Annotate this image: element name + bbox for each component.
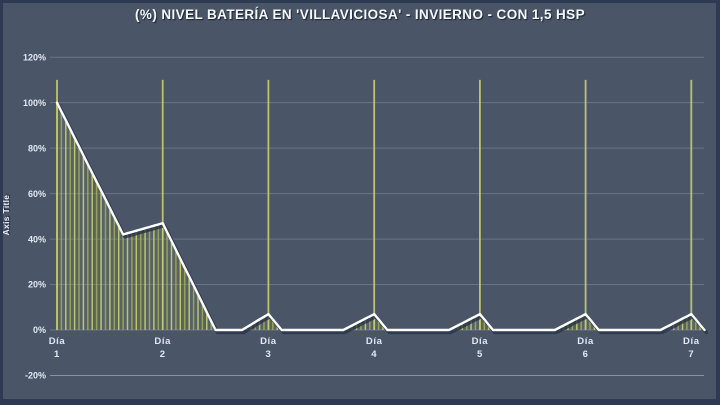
x-tick-label-dia: Día <box>683 336 700 347</box>
x-tick-label-dia: Día <box>260 336 277 347</box>
x-tick-label-number: 6 <box>583 349 589 360</box>
y-tick-label: 120% <box>23 52 46 62</box>
x-tick-label-number: 1 <box>54 349 60 360</box>
y-tick-label: 0% <box>33 325 46 335</box>
battery-line <box>55 101 706 332</box>
x-tick-label-dia: Día <box>472 336 489 347</box>
y-tick-label: -20% <box>25 371 46 381</box>
x-tick-label-dia: Día <box>49 336 66 347</box>
x-tick-label-dia: Día <box>366 336 383 347</box>
y-axis-title: Axis Title <box>1 194 11 236</box>
chart-title: (%) NIVEL BATERÍA EN 'VILLAVICIOSA' - IN… <box>135 7 585 22</box>
x-tick-label-number: 3 <box>265 349 271 360</box>
y-tick-label: 80% <box>28 143 46 153</box>
battery-area-fill <box>57 102 705 330</box>
x-tick-label-dia: Día <box>577 336 594 347</box>
x-tick-label-number: 5 <box>477 349 483 360</box>
y-tick-label: 60% <box>28 189 46 199</box>
y-tick-label: 20% <box>28 280 46 290</box>
x-tick-label-number: 7 <box>688 349 694 360</box>
y-tick-label: 40% <box>28 234 46 244</box>
x-tick-label-dia: Día <box>154 336 171 347</box>
x-tick-label-number: 2 <box>160 349 166 360</box>
y-tick-label: 100% <box>23 98 46 108</box>
x-tick-label-number: 4 <box>371 349 377 360</box>
